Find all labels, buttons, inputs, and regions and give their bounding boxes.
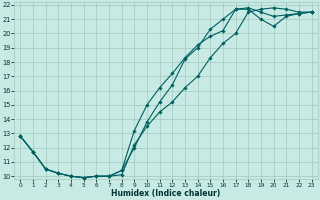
X-axis label: Humidex (Indice chaleur): Humidex (Indice chaleur) xyxy=(111,189,220,198)
